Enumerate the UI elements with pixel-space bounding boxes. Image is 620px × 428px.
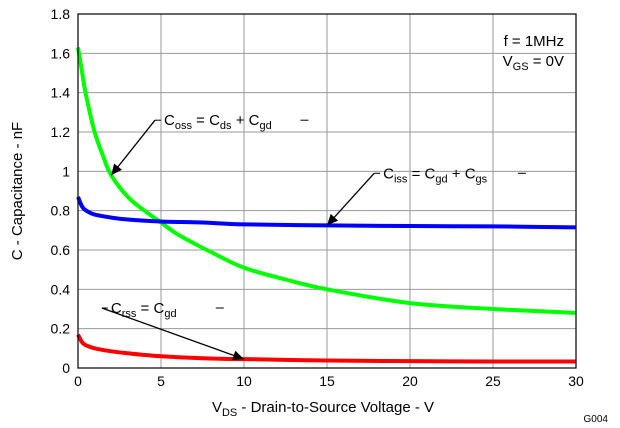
annotations: Coss = Cds + Cgd Ciss = Cgd + Cgs Crss = C… bbox=[101, 112, 526, 361]
x-axis-title-sub: DS bbox=[222, 407, 237, 419]
x-axis-title-main: V bbox=[212, 399, 222, 416]
annotation-label-2: Crss = Cgd bbox=[111, 300, 177, 320]
annotation-arrow-shaft bbox=[326, 172, 375, 226]
x-tick-label: 5 bbox=[157, 373, 165, 389]
annotation-arrow-shaft bbox=[101, 307, 245, 360]
y-tick-label: 1.4 bbox=[51, 85, 71, 101]
x-tick-label: 0 bbox=[74, 373, 82, 389]
x-tick-label: 15 bbox=[319, 373, 335, 389]
y-tick-label: 1.2 bbox=[51, 124, 71, 140]
x-tick-label: 10 bbox=[236, 373, 252, 389]
y-tick-label: 0.8 bbox=[51, 203, 71, 219]
series-line-1 bbox=[76, 196, 577, 230]
figure-id: G004 bbox=[584, 414, 609, 425]
series-line-0 bbox=[76, 47, 577, 315]
y-tick-label: 1 bbox=[62, 163, 70, 179]
annotation-arrow-shaft bbox=[110, 119, 156, 176]
y-tick-label: 0.2 bbox=[51, 321, 71, 337]
annotation-arrowhead bbox=[327, 213, 339, 226]
series-line-2 bbox=[76, 333, 577, 364]
y-tick-label: 1.6 bbox=[51, 45, 71, 61]
x-axis-title: VDS - Drain-to-Source Voltage - V bbox=[212, 399, 434, 419]
y-tick-label: 0 bbox=[62, 360, 70, 376]
tick-labels: 0 5 10 15 20 25 30 0 0.2 0.4 0.6 0.8 1 1.2 1.4 1.6 1.8 bbox=[51, 6, 584, 389]
plot-frame bbox=[77, 13, 577, 369]
condition-line-0: f = 1MHz bbox=[504, 33, 564, 50]
test-conditions: f = 1MHz VGS = 0V bbox=[503, 33, 564, 73]
annotation-label-0: Coss = Cds + Cgd bbox=[164, 112, 272, 132]
annotation-arrowhead bbox=[231, 350, 244, 361]
y-tick-label: 0.4 bbox=[51, 281, 71, 297]
condition-line-1: VGS = 0V bbox=[503, 53, 564, 73]
y-tick-label: 1.8 bbox=[51, 6, 71, 22]
annotation-arrowhead bbox=[111, 163, 122, 176]
annotation-label-1: Ciss = Cgd + Cgs bbox=[383, 165, 488, 185]
x-axis-title-rest: - Drain-to-Source Voltage - V bbox=[237, 399, 434, 416]
x-tick-label: 30 bbox=[568, 373, 584, 389]
y-axis-title: C - Capacitance - nF bbox=[9, 122, 26, 260]
series-layer bbox=[76, 47, 577, 364]
x-tick-label: 25 bbox=[485, 373, 501, 389]
x-tick-label: 20 bbox=[402, 373, 418, 389]
y-tick-label: 0.6 bbox=[51, 242, 71, 258]
